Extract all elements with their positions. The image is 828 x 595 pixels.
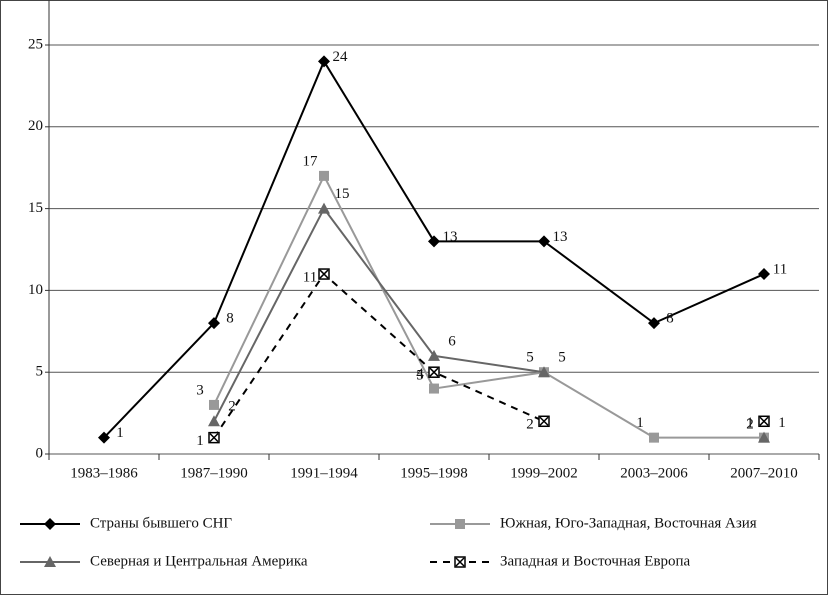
marker: [538, 415, 550, 428]
marker: [98, 431, 110, 444]
marker: [648, 317, 660, 330]
marker: [318, 268, 330, 280]
x-tick-label: 1983–1986: [70, 465, 138, 481]
data-label: 5: [526, 350, 534, 366]
legend-symbol: [455, 519, 465, 529]
legend-marker: [455, 519, 465, 529]
data-label: 17: [303, 153, 319, 169]
legend-marker: [44, 556, 56, 567]
y-tick-label: 15: [28, 200, 43, 216]
data-label: 2: [228, 399, 236, 415]
data-label: 2: [526, 417, 534, 433]
y-tick-label: 0: [36, 445, 44, 461]
marker: [428, 366, 440, 378]
data-label: 1: [746, 415, 754, 431]
x-tick-label: 2007–2010: [730, 465, 798, 481]
marker: [209, 399, 219, 410]
data-label: 11: [303, 269, 317, 285]
marker-cross: [319, 269, 329, 279]
data-label: 11: [773, 261, 787, 277]
data-label: 13: [553, 229, 568, 245]
legend-marker: [454, 556, 466, 568]
marker: [208, 317, 220, 330]
marker: [318, 202, 330, 214]
data-label: 8: [666, 311, 674, 327]
legend-label: Западная и Восточная Европа: [500, 553, 691, 569]
data-label: 3: [196, 382, 204, 398]
series-line: [214, 209, 764, 438]
legend-label: Южная, Юго-Западная, Восточная Азия: [500, 515, 757, 531]
legend-label: Страны бывшего СНГ: [90, 515, 232, 531]
series-line: [213, 173, 764, 439]
data-label: 1: [636, 415, 644, 431]
marker: [318, 55, 330, 68]
x-tick-label: 1991–1994: [290, 465, 358, 481]
series-line: [214, 274, 764, 438]
data-label: 6: [448, 333, 456, 349]
x-tick-label: 1995–1998: [400, 465, 468, 481]
data-label: 5: [558, 350, 566, 366]
y-tick-label: 5: [36, 364, 44, 380]
data-label: 13: [443, 229, 458, 245]
marker: [208, 415, 220, 427]
legend-symbol: [455, 557, 465, 567]
marker: [208, 431, 220, 444]
series-line: [103, 59, 765, 439]
legend-symbol: [44, 518, 56, 530]
legend-symbol: [44, 556, 56, 567]
marker: [428, 235, 440, 248]
marker-cross: [209, 433, 219, 443]
marker-cross: [539, 416, 549, 426]
data-label: 8: [226, 311, 234, 327]
y-tick-label: 25: [28, 36, 43, 52]
marker-cross: [759, 416, 769, 426]
data-label: 2: [746, 417, 754, 433]
marker: [649, 432, 659, 443]
marker: [319, 170, 329, 181]
data-label: 1: [116, 425, 124, 441]
data-label: 1: [778, 415, 786, 431]
data-label: 24: [333, 49, 349, 65]
x-tick-label: 1987–1990: [180, 465, 248, 481]
marker-cross: [429, 367, 439, 377]
marker: [428, 349, 440, 361]
legend-label: Северная и Центральная Америка: [90, 553, 308, 569]
data-label: 4: [416, 366, 424, 382]
legend-marker: [44, 518, 56, 530]
marker: [758, 268, 770, 281]
marker: [758, 415, 770, 428]
data-label: 1: [196, 433, 204, 449]
x-tick-label: 2003–2006: [620, 465, 688, 481]
data-label: 15: [335, 186, 350, 202]
data-label: 5: [416, 368, 424, 384]
marker: [758, 431, 770, 443]
y-tick-label: 20: [28, 118, 43, 134]
y-tick-label: 10: [28, 282, 43, 298]
marker: [538, 235, 550, 248]
x-tick-label: 1999–2002: [510, 465, 578, 481]
marker: [429, 383, 439, 394]
marker: [538, 366, 550, 378]
